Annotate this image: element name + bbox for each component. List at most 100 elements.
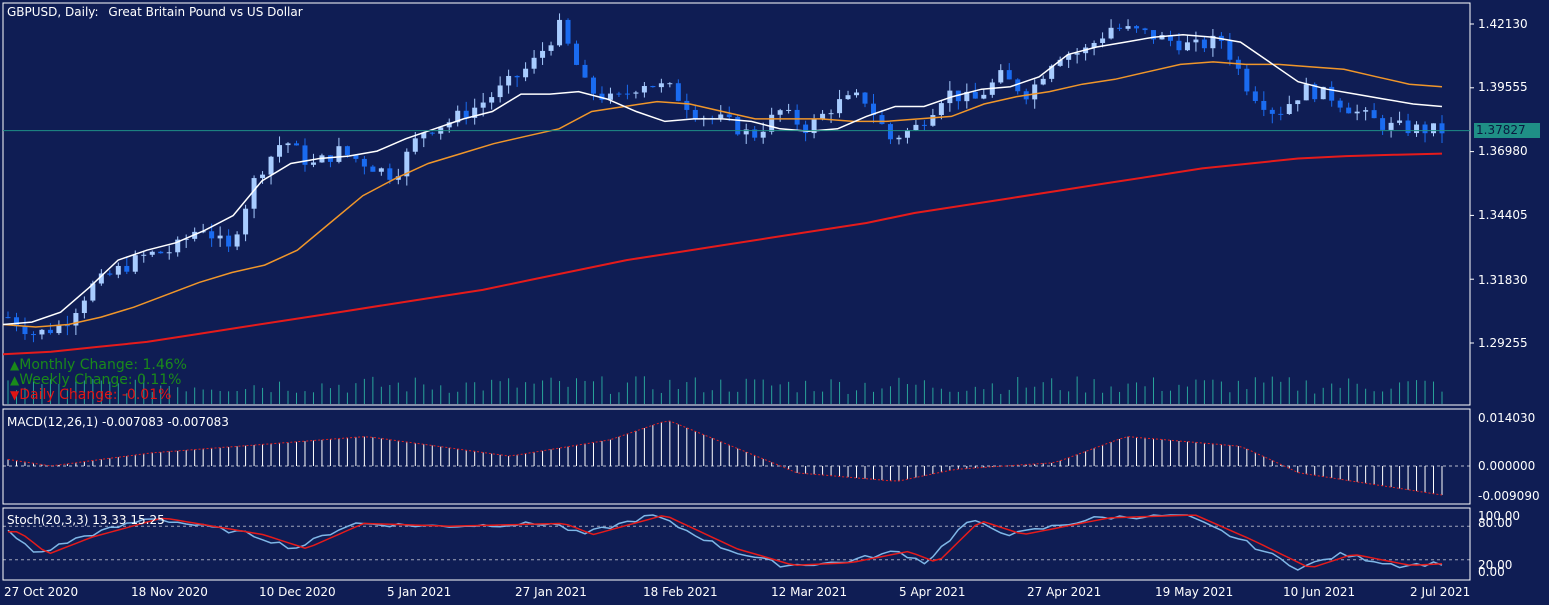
weekly-change-text: Weekly Change: 0.11% — [19, 372, 182, 388]
chart-title: GBPUSD, Daily: Great Britain Pound vs US… — [7, 5, 303, 19]
symbol-label: GBPUSD, Daily: — [7, 5, 99, 19]
stoch-tick-label: 20.00 — [1478, 558, 1513, 572]
candle-body — [1431, 123, 1437, 134]
candle-body — [277, 145, 283, 157]
candle-body — [158, 251, 164, 254]
stoch-tick-label: 100.00 — [1478, 509, 1520, 523]
candle-body — [489, 97, 495, 103]
candle-body — [39, 329, 45, 335]
candle-body — [506, 75, 512, 86]
price-tick-label: 1.34405 — [1478, 208, 1528, 222]
candle-body — [921, 124, 927, 126]
candle-body — [862, 92, 868, 104]
date-tick-label: 10 Dec 2020 — [259, 585, 336, 599]
stoch-tick-label: 0.00 — [1478, 565, 1505, 579]
candle-body — [913, 124, 919, 131]
date-tick-label: 18 Nov 2020 — [131, 585, 208, 599]
candle-body — [1100, 38, 1106, 43]
candle-body — [251, 178, 257, 209]
candle-body — [624, 93, 630, 95]
candle-body — [523, 68, 529, 78]
candle-body — [90, 283, 96, 301]
ma-fast-line — [2, 33, 1443, 326]
macd-tick-label: -0.009090 — [1478, 489, 1540, 503]
candle-body — [310, 162, 316, 165]
candle-body — [395, 176, 401, 180]
up-arrow-icon: ▲ — [10, 358, 20, 372]
candle-body — [268, 156, 274, 175]
candle-body — [777, 110, 783, 115]
price-tick-label: 1.36980 — [1478, 144, 1528, 158]
candle-body — [353, 155, 359, 159]
candle-body — [463, 110, 469, 118]
macd-label: MACD(12,26,1) -0.007083 -0.007083 — [7, 415, 229, 429]
main-pane-frame — [2, 2, 1471, 406]
candle-body — [56, 325, 62, 334]
daily-change-text: Daily Change: -0.01% — [19, 387, 172, 403]
candle-body — [22, 326, 28, 335]
price-tick-label: 1.29255 — [1478, 336, 1528, 350]
candle-body — [1210, 35, 1216, 49]
candle-body — [930, 115, 936, 126]
candle-body — [769, 114, 775, 132]
candle-body — [574, 43, 580, 65]
candle-body — [675, 83, 681, 101]
candle-body — [590, 77, 596, 94]
candle-body — [981, 94, 987, 99]
date-tick-label: 27 Oct 2020 — [4, 585, 79, 599]
ma-mid-line — [2, 61, 1443, 328]
candle-body — [285, 143, 291, 146]
candle-body — [854, 92, 860, 96]
candle-body — [1252, 91, 1258, 101]
candle-body — [743, 129, 749, 135]
candle-body — [455, 110, 461, 123]
candle-body — [370, 166, 376, 172]
candle-body — [633, 92, 639, 94]
candle-body — [327, 155, 333, 162]
up-arrow-icon: ▲ — [10, 373, 20, 387]
candle-body — [1397, 120, 1403, 123]
candle-body — [404, 151, 410, 177]
candle-body — [760, 131, 766, 138]
candle-body — [132, 255, 138, 272]
candle-body — [548, 45, 554, 51]
date-tick-label: 18 Feb 2021 — [643, 585, 718, 599]
candle-body — [1176, 40, 1182, 51]
macd-tick-label: 0.014030 — [1478, 411, 1536, 425]
candle-body — [1346, 107, 1352, 114]
candle-body — [607, 93, 613, 100]
macd-signal-line — [7, 420, 1443, 496]
candle-body — [98, 273, 104, 284]
date-tick-label: 5 Apr 2021 — [899, 585, 966, 599]
candle-body — [1295, 100, 1301, 105]
candle-body — [964, 91, 970, 102]
candle-body — [1040, 78, 1046, 85]
monthly-change: ▲Monthly Change: 1.46% — [10, 357, 187, 373]
candle-body — [5, 317, 11, 319]
candle-body — [828, 113, 834, 115]
candle-body — [1439, 123, 1445, 134]
candle-body — [938, 103, 944, 116]
candle-body — [293, 143, 299, 146]
candle-body — [1405, 120, 1411, 134]
candle-body — [1184, 42, 1190, 51]
macd-pane-frame — [2, 408, 1471, 505]
candle-body — [302, 145, 308, 165]
candle-body — [752, 129, 758, 138]
stoch-pane-frame — [2, 507, 1471, 581]
candle-body — [1057, 59, 1063, 66]
candle-body — [1006, 70, 1012, 80]
candle-body — [81, 300, 87, 314]
candle-body — [1363, 110, 1369, 112]
candle-body — [124, 265, 130, 272]
candle-body — [209, 231, 215, 239]
candle-body — [1312, 84, 1318, 100]
candle-body — [1049, 65, 1055, 79]
candle-body — [13, 317, 19, 327]
candle-body — [998, 70, 1004, 83]
down-arrow-icon: ▼ — [10, 388, 20, 402]
candle-body — [1303, 84, 1309, 101]
candle-body — [387, 168, 393, 180]
candle-body — [557, 19, 563, 46]
